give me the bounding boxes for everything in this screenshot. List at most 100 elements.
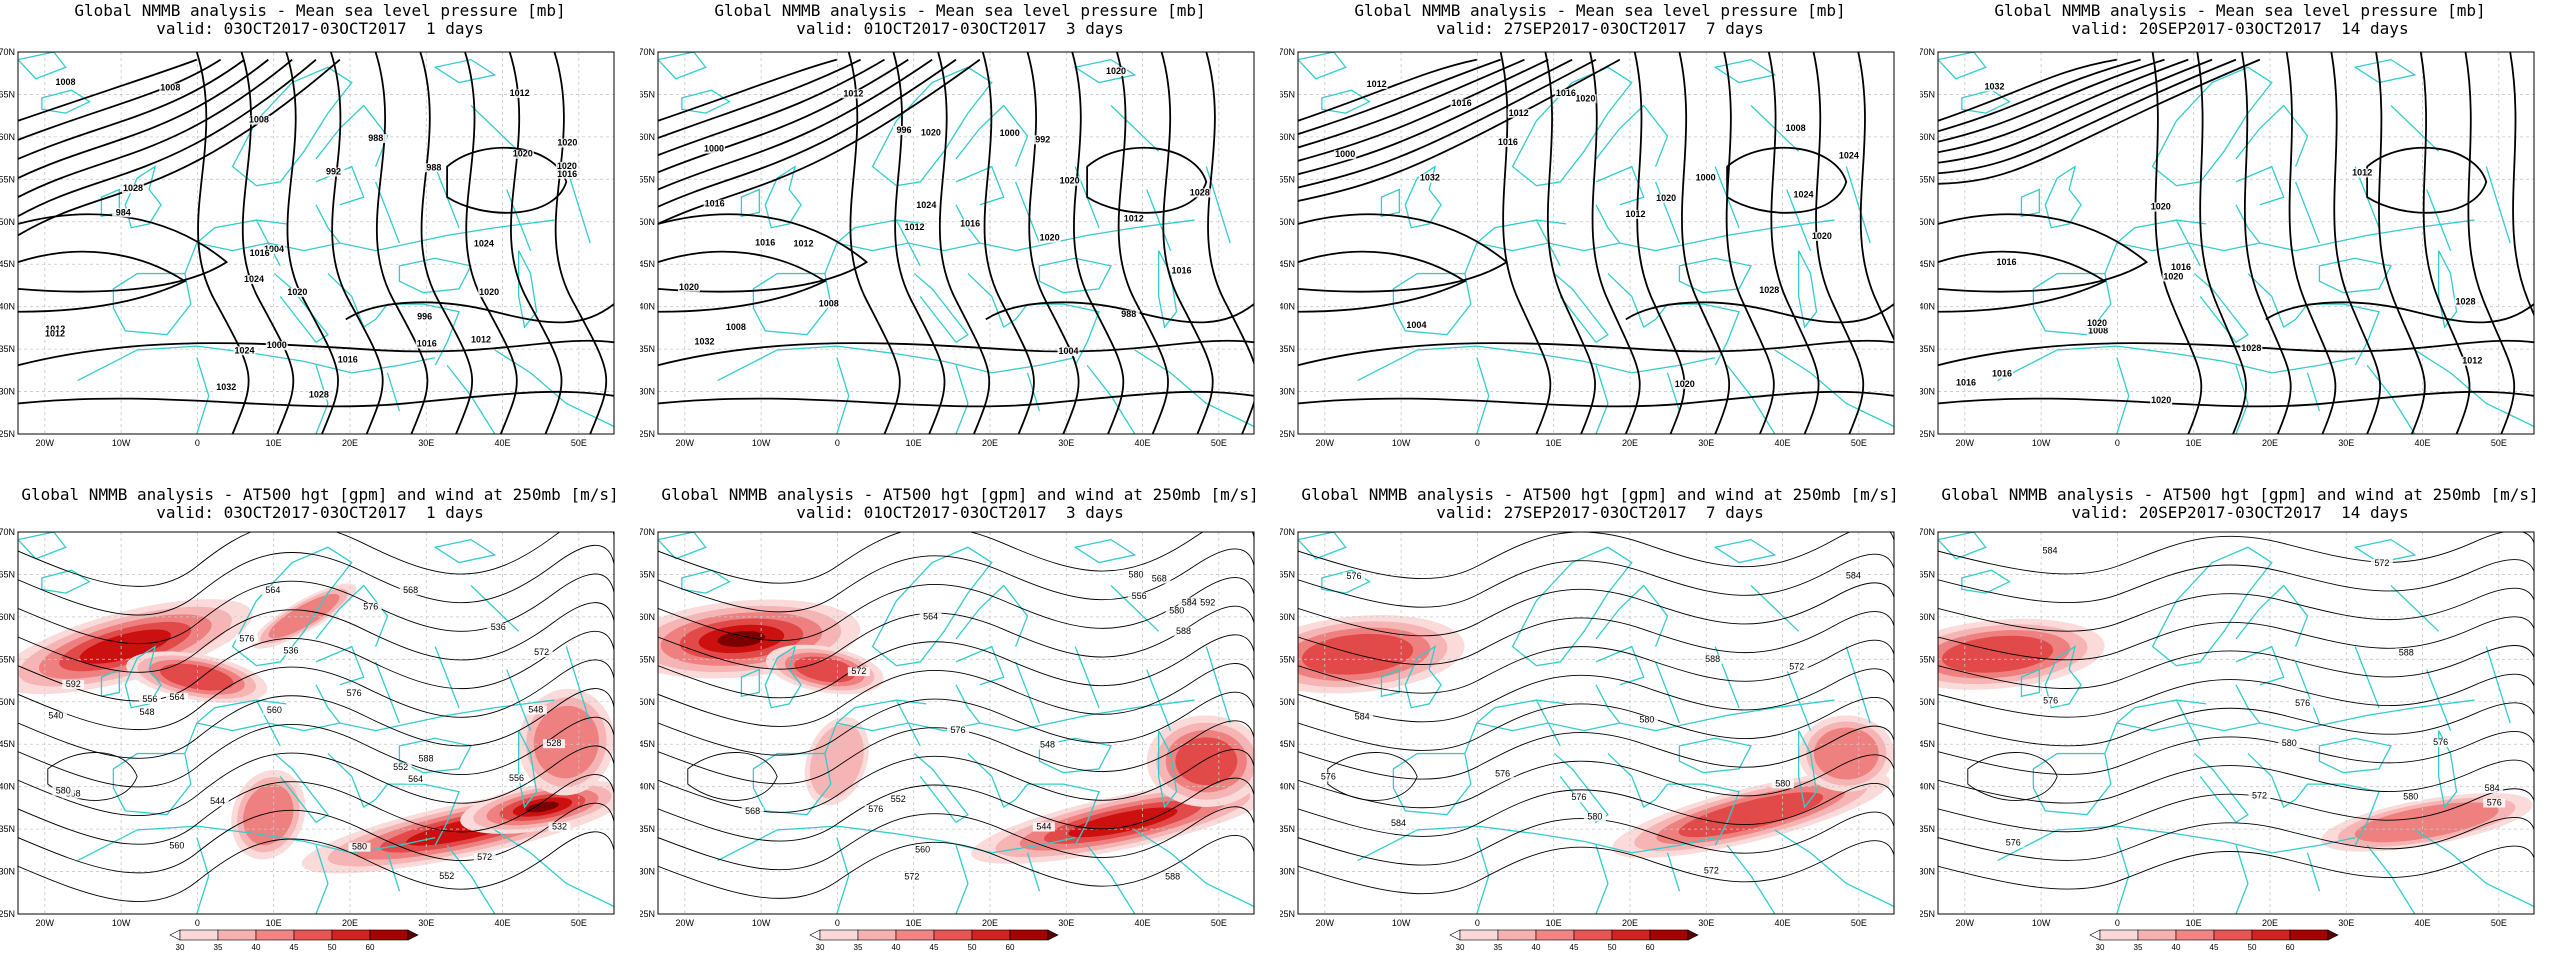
contour-label-bg bbox=[864, 805, 887, 815]
contour-label: 536 bbox=[491, 622, 506, 632]
coastline bbox=[1298, 52, 1346, 79]
contour-label-bg bbox=[1057, 347, 1080, 357]
contour-label: 1008 bbox=[249, 115, 269, 125]
lat-tick-label: 70N bbox=[1280, 527, 1295, 537]
coastline bbox=[435, 60, 495, 83]
lon-tick-label: 20E bbox=[982, 438, 998, 448]
lon-tick-label: 10W bbox=[752, 438, 771, 448]
contour-label: 580 bbox=[2403, 791, 2418, 801]
coastline bbox=[1596, 365, 1608, 434]
contour-label-bg bbox=[1188, 188, 1211, 198]
lon-tick-label: 20W bbox=[36, 918, 55, 928]
coastline bbox=[1596, 585, 1668, 646]
coastline bbox=[2486, 647, 2510, 723]
isobar bbox=[658, 60, 932, 190]
colorbar-tick-label: 50 bbox=[2248, 943, 2257, 952]
coastline bbox=[2236, 585, 2308, 646]
contour-label-bg bbox=[556, 138, 579, 148]
lat-tick-label: 25N bbox=[0, 909, 15, 919]
coastline bbox=[519, 731, 537, 807]
contour-label-bg bbox=[1983, 82, 2006, 92]
colorbar-tick-label: 60 bbox=[366, 943, 375, 952]
jet-shading bbox=[160, 663, 234, 691]
contour-label: 1012 bbox=[904, 222, 924, 232]
coastline bbox=[435, 647, 459, 708]
contour-label: 1028 bbox=[2455, 296, 2475, 306]
contour-label-bg bbox=[336, 355, 359, 365]
contour-label: 1020 bbox=[557, 138, 577, 148]
contour-label: 1020 bbox=[1812, 231, 1832, 241]
contour-label: 1020 bbox=[1656, 193, 1676, 203]
panel-title: Global NMMB analysis - Mean sea level pr… bbox=[640, 2, 1280, 38]
lat-tick-label: 30N bbox=[640, 387, 655, 397]
contour-label: 560 bbox=[169, 841, 184, 851]
contour-label: 584 bbox=[2485, 783, 2500, 793]
colorbar-min-arrow bbox=[2089, 929, 2101, 941]
contour-label: 552 bbox=[891, 794, 906, 804]
isobar bbox=[1938, 60, 2164, 142]
contour-label: 1020 bbox=[1106, 66, 1126, 76]
contour-label-bg bbox=[1491, 769, 1514, 779]
contour-label: 1020 bbox=[1060, 176, 1080, 186]
coastline bbox=[507, 190, 531, 251]
lon-tick-label: 30E bbox=[2338, 438, 2354, 448]
isobar bbox=[938, 52, 989, 434]
colorbar-tick-label: 60 bbox=[1646, 943, 1655, 952]
coastline bbox=[1477, 358, 1489, 434]
coastline bbox=[1465, 700, 1566, 753]
panel-mslp-2: Global NMMB analysis - Mean sea level pr… bbox=[1280, 0, 1920, 480]
coastline bbox=[837, 220, 1195, 251]
contour-label: 1008 bbox=[726, 322, 746, 332]
contour-label: 984 bbox=[116, 207, 131, 217]
lat-tick-label: 70N bbox=[1280, 47, 1295, 57]
contour-label-bg bbox=[1574, 94, 1597, 104]
lat-tick-label: 70N bbox=[640, 47, 655, 57]
coastline bbox=[825, 220, 926, 273]
coastline bbox=[1393, 274, 1470, 335]
contour-label: 1012 bbox=[843, 88, 863, 98]
contour-label: 996 bbox=[417, 312, 432, 322]
height-contour bbox=[1298, 612, 1895, 665]
jet-shading bbox=[717, 631, 766, 647]
contour-label-bg bbox=[215, 382, 238, 392]
contour-label-bg bbox=[348, 842, 371, 852]
contour-label: 564 bbox=[923, 612, 938, 622]
lat-tick-label: 35N bbox=[1280, 824, 1295, 834]
lat-tick-label: 50N bbox=[640, 217, 655, 227]
coastline bbox=[1087, 845, 1135, 914]
isobar bbox=[1298, 60, 1596, 188]
contour-label-bg bbox=[2039, 696, 2062, 706]
height-contour bbox=[658, 835, 1255, 898]
contour-label-bg bbox=[919, 128, 942, 138]
coastline bbox=[1405, 647, 1441, 708]
coastline bbox=[1799, 731, 1817, 807]
contour-label: 1004 bbox=[264, 244, 284, 254]
contour-label: 1024 bbox=[1839, 151, 1859, 161]
height-contour bbox=[1298, 697, 1895, 750]
isobar bbox=[1087, 148, 1206, 213]
contour-label-bg bbox=[404, 774, 427, 784]
contour-label: 1004 bbox=[1058, 346, 1078, 356]
coastline bbox=[2105, 220, 2206, 273]
contour-label: 584 bbox=[1846, 570, 1861, 580]
coastline bbox=[1465, 220, 1566, 273]
lat-tick-label: 70N bbox=[0, 527, 15, 537]
isobar bbox=[1858, 52, 1908, 434]
coastline bbox=[2415, 350, 2534, 426]
lon-tick-label: 20W bbox=[36, 438, 55, 448]
contour-label: 1000 bbox=[1000, 128, 1020, 138]
coastline bbox=[741, 670, 759, 697]
contour-label-bg bbox=[1496, 138, 1519, 148]
coastline bbox=[2236, 105, 2308, 166]
height-contour bbox=[658, 692, 1255, 755]
isobar bbox=[465, 52, 517, 434]
lon-tick-label: 10W bbox=[1392, 918, 1411, 928]
colorbar-tick-label: 30 bbox=[1456, 943, 1465, 952]
lat-tick-label: 60N bbox=[1920, 132, 1935, 142]
isobar bbox=[331, 52, 383, 434]
contour-label: 1020 bbox=[513, 149, 533, 159]
height-contour bbox=[18, 775, 615, 845]
height-contour bbox=[1938, 674, 2535, 717]
isobar bbox=[1501, 52, 1551, 434]
panel-title-line: Global NMMB analysis - Mean sea level pr… bbox=[1994, 1, 2486, 20]
